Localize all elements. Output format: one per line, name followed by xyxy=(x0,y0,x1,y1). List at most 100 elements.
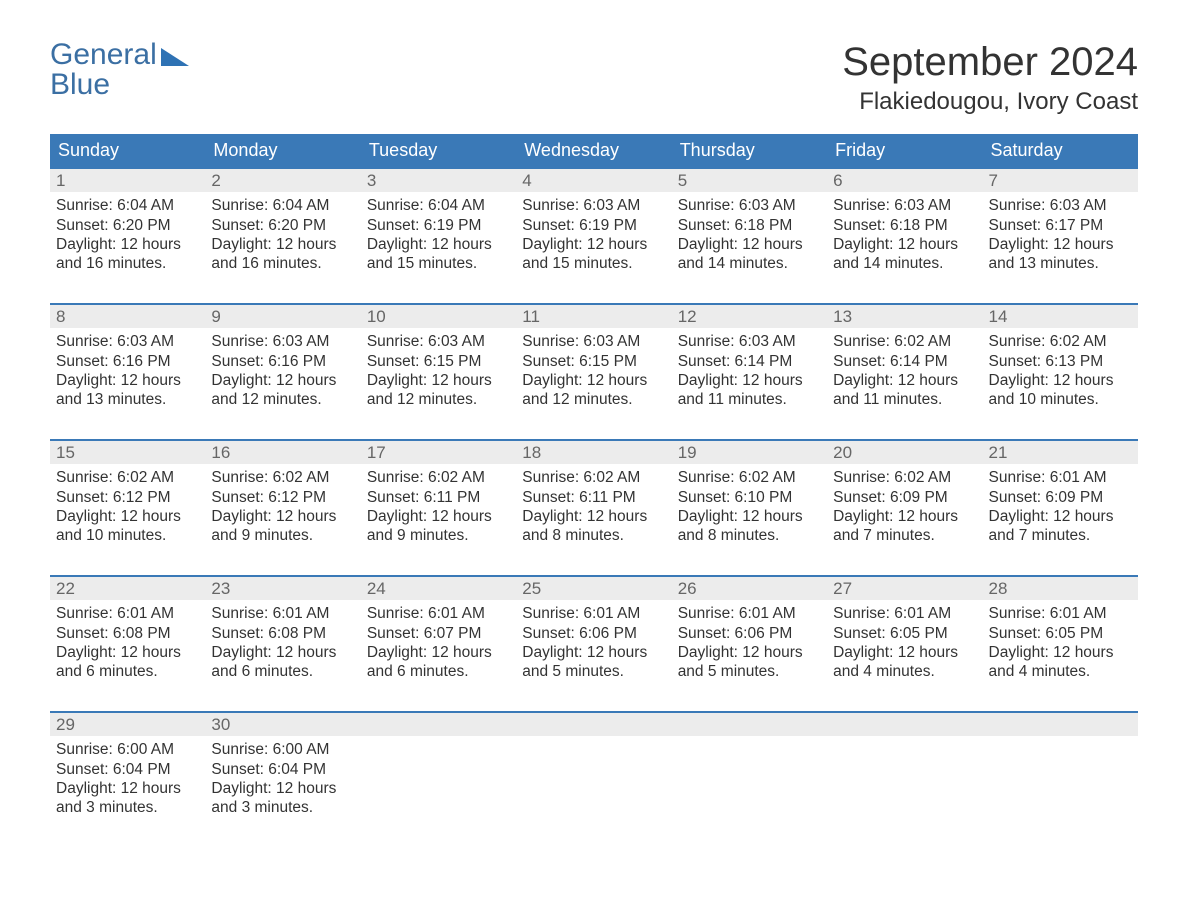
day-line-d1: Daylight: 12 hours xyxy=(989,643,1132,662)
weekday-label: Friday xyxy=(827,134,982,167)
day-line-sunrise: Sunrise: 6:02 AM xyxy=(522,468,665,487)
day-line-sunrise: Sunrise: 6:02 AM xyxy=(56,468,199,487)
day-line-sunset: Sunset: 6:06 PM xyxy=(522,624,665,643)
day-line-d1: Daylight: 12 hours xyxy=(989,507,1132,526)
day-number: 29 xyxy=(50,713,205,736)
calendar-day: 18Sunrise: 6:02 AMSunset: 6:11 PMDayligh… xyxy=(516,441,671,575)
calendar-day: 28Sunrise: 6:01 AMSunset: 6:05 PMDayligh… xyxy=(983,577,1138,711)
weekday-label: Wednesday xyxy=(516,134,671,167)
logo: General Blue xyxy=(50,40,189,100)
calendar-day: . xyxy=(983,713,1138,847)
calendar-week: 15Sunrise: 6:02 AMSunset: 6:12 PMDayligh… xyxy=(50,439,1138,575)
day-line-d1: Daylight: 12 hours xyxy=(56,643,199,662)
calendar-week: 22Sunrise: 6:01 AMSunset: 6:08 PMDayligh… xyxy=(50,575,1138,711)
calendar-day: 21Sunrise: 6:01 AMSunset: 6:09 PMDayligh… xyxy=(983,441,1138,575)
day-line-d2: and 15 minutes. xyxy=(522,254,665,273)
day-body: Sunrise: 6:03 AMSunset: 6:17 PMDaylight:… xyxy=(983,192,1138,284)
day-line-d1: Daylight: 12 hours xyxy=(211,643,354,662)
day-line-sunrise: Sunrise: 6:03 AM xyxy=(522,196,665,215)
day-body: Sunrise: 6:03 AMSunset: 6:14 PMDaylight:… xyxy=(672,328,827,420)
day-line-d1: Daylight: 12 hours xyxy=(522,371,665,390)
day-number: 16 xyxy=(205,441,360,464)
weekday-label: Saturday xyxy=(983,134,1138,167)
calendar-day: 27Sunrise: 6:01 AMSunset: 6:05 PMDayligh… xyxy=(827,577,982,711)
calendar-day: 29Sunrise: 6:00 AMSunset: 6:04 PMDayligh… xyxy=(50,713,205,847)
day-line-sunrise: Sunrise: 6:01 AM xyxy=(522,604,665,623)
day-line-sunset: Sunset: 6:11 PM xyxy=(367,488,510,507)
day-line-d1: Daylight: 12 hours xyxy=(56,507,199,526)
logo-flag-icon xyxy=(161,48,189,66)
day-line-sunset: Sunset: 6:16 PM xyxy=(211,352,354,371)
day-line-d1: Daylight: 12 hours xyxy=(678,235,821,254)
day-line-d2: and 14 minutes. xyxy=(678,254,821,273)
weekday-label: Sunday xyxy=(50,134,205,167)
day-line-d2: and 11 minutes. xyxy=(678,390,821,409)
day-line-d1: Daylight: 12 hours xyxy=(56,779,199,798)
day-line-d2: and 6 minutes. xyxy=(211,662,354,681)
day-number: 24 xyxy=(361,577,516,600)
day-line-d1: Daylight: 12 hours xyxy=(989,371,1132,390)
day-line-d2: and 9 minutes. xyxy=(211,526,354,545)
day-line-sunrise: Sunrise: 6:02 AM xyxy=(833,468,976,487)
day-line-sunrise: Sunrise: 6:00 AM xyxy=(211,740,354,759)
calendar-day: . xyxy=(827,713,982,847)
day-line-d2: and 4 minutes. xyxy=(989,662,1132,681)
day-number: 1 xyxy=(50,169,205,192)
day-line-d2: and 8 minutes. xyxy=(522,526,665,545)
day-body: Sunrise: 6:01 AMSunset: 6:06 PMDaylight:… xyxy=(516,600,671,692)
header-row: General Blue September 2024 Flakiedougou… xyxy=(50,40,1138,116)
day-line-d2: and 13 minutes. xyxy=(989,254,1132,273)
day-line-d2: and 12 minutes. xyxy=(211,390,354,409)
day-number: 20 xyxy=(827,441,982,464)
day-body: Sunrise: 6:01 AMSunset: 6:05 PMDaylight:… xyxy=(983,600,1138,692)
day-line-d2: and 3 minutes. xyxy=(211,798,354,817)
day-line-d2: and 8 minutes. xyxy=(678,526,821,545)
header-right: September 2024 Flakiedougou, Ivory Coast xyxy=(842,40,1138,116)
day-number: . xyxy=(516,713,671,736)
day-line-sunset: Sunset: 6:14 PM xyxy=(678,352,821,371)
calendar-week: 8Sunrise: 6:03 AMSunset: 6:16 PMDaylight… xyxy=(50,303,1138,439)
calendar-day: 4Sunrise: 6:03 AMSunset: 6:19 PMDaylight… xyxy=(516,169,671,303)
day-line-sunset: Sunset: 6:12 PM xyxy=(211,488,354,507)
day-body: Sunrise: 6:03 AMSunset: 6:18 PMDaylight:… xyxy=(672,192,827,284)
day-line-sunset: Sunset: 6:11 PM xyxy=(522,488,665,507)
day-line-sunrise: Sunrise: 6:03 AM xyxy=(56,332,199,351)
day-line-sunset: Sunset: 6:10 PM xyxy=(678,488,821,507)
day-line-d1: Daylight: 12 hours xyxy=(678,643,821,662)
day-body: Sunrise: 6:00 AMSunset: 6:04 PMDaylight:… xyxy=(205,736,360,828)
day-body: Sunrise: 6:02 AMSunset: 6:12 PMDaylight:… xyxy=(205,464,360,556)
day-body: Sunrise: 6:02 AMSunset: 6:12 PMDaylight:… xyxy=(50,464,205,556)
day-line-d1: Daylight: 12 hours xyxy=(56,235,199,254)
day-line-d1: Daylight: 12 hours xyxy=(678,507,821,526)
day-line-sunrise: Sunrise: 6:04 AM xyxy=(367,196,510,215)
day-line-sunrise: Sunrise: 6:01 AM xyxy=(678,604,821,623)
calendar-day: 30Sunrise: 6:00 AMSunset: 6:04 PMDayligh… xyxy=(205,713,360,847)
day-body: Sunrise: 6:03 AMSunset: 6:15 PMDaylight:… xyxy=(516,328,671,420)
day-line-sunrise: Sunrise: 6:02 AM xyxy=(678,468,821,487)
calendar-day: 19Sunrise: 6:02 AMSunset: 6:10 PMDayligh… xyxy=(672,441,827,575)
day-number: 25 xyxy=(516,577,671,600)
day-line-sunset: Sunset: 6:20 PM xyxy=(56,216,199,235)
day-line-d2: and 10 minutes. xyxy=(56,526,199,545)
day-body: Sunrise: 6:03 AMSunset: 6:15 PMDaylight:… xyxy=(361,328,516,420)
day-line-d1: Daylight: 12 hours xyxy=(211,507,354,526)
day-line-d2: and 10 minutes. xyxy=(989,390,1132,409)
weekday-label: Monday xyxy=(205,134,360,167)
day-number: 17 xyxy=(361,441,516,464)
day-line-d2: and 15 minutes. xyxy=(367,254,510,273)
day-body: Sunrise: 6:01 AMSunset: 6:06 PMDaylight:… xyxy=(672,600,827,692)
day-line-sunset: Sunset: 6:04 PM xyxy=(211,760,354,779)
day-body: Sunrise: 6:03 AMSunset: 6:18 PMDaylight:… xyxy=(827,192,982,284)
weekday-header: Sunday Monday Tuesday Wednesday Thursday… xyxy=(50,134,1138,167)
day-line-sunrise: Sunrise: 6:02 AM xyxy=(367,468,510,487)
calendar-day: 11Sunrise: 6:03 AMSunset: 6:15 PMDayligh… xyxy=(516,305,671,439)
day-body: Sunrise: 6:02 AMSunset: 6:13 PMDaylight:… xyxy=(983,328,1138,420)
day-line-d1: Daylight: 12 hours xyxy=(367,371,510,390)
day-line-sunrise: Sunrise: 6:01 AM xyxy=(833,604,976,623)
day-number: . xyxy=(361,713,516,736)
day-line-sunset: Sunset: 6:08 PM xyxy=(56,624,199,643)
day-line-d1: Daylight: 12 hours xyxy=(833,643,976,662)
day-line-sunrise: Sunrise: 6:01 AM xyxy=(367,604,510,623)
day-line-d1: Daylight: 12 hours xyxy=(211,371,354,390)
calendar: Sunday Monday Tuesday Wednesday Thursday… xyxy=(50,134,1138,847)
